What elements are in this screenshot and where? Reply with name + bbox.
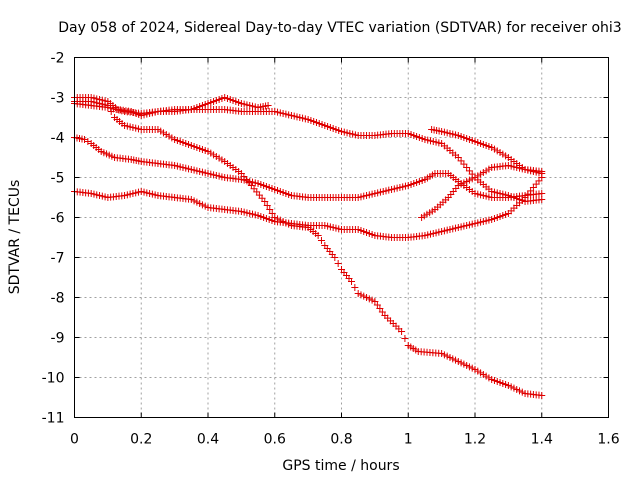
data-point (538, 190, 546, 197)
x-tick-label: 1 (404, 432, 413, 448)
x-tick-label: 0.4 (197, 432, 219, 448)
y-tick-label: -6 (51, 211, 65, 227)
x-axis-label: GPS time / hours (282, 458, 399, 474)
x-tick-label: 0.2 (130, 432, 152, 448)
y-tick-label: -7 (51, 251, 65, 267)
series-arc-7 (418, 162, 546, 221)
y-tick-label: -9 (51, 331, 65, 347)
data-point (401, 335, 409, 342)
x-tick-label: 0.6 (264, 432, 286, 448)
series-layer (71, 94, 546, 399)
series-arc-2 (71, 98, 546, 399)
y-tick-label: -3 (51, 91, 65, 107)
data-point (261, 198, 269, 205)
y-tick-label: -4 (51, 131, 65, 147)
data-point (334, 260, 342, 267)
plot-frame (74, 57, 609, 418)
data-point (331, 254, 339, 261)
series-arc-4 (71, 134, 546, 201)
series-arc-5 (71, 174, 546, 241)
x-tick-label: 0 (70, 432, 79, 448)
series-arc-3 (71, 100, 546, 205)
y-tick-label: -5 (51, 171, 65, 187)
y-tick-label: -8 (51, 291, 65, 307)
x-tick-label: 1.2 (464, 432, 486, 448)
x-tick-label: 1.4 (531, 432, 553, 448)
y-tick-label: -2 (51, 51, 65, 67)
tick-layer: 0 0.2 0.4 0.6 0.8 1 1.2 1.4 1.6 -2 -3 -4 -5 -6 -7 -8 -9 -… (42, 51, 620, 448)
data-point (266, 206, 274, 213)
chart-title: Day 058 of 2024, Sidereal Day-to-day VTE… (58, 20, 621, 36)
data-point (348, 278, 356, 285)
x-tick-label: 0.8 (330, 432, 352, 448)
data-point (264, 102, 272, 109)
data-point (538, 196, 546, 203)
data-point (268, 210, 276, 217)
y-tick-label: -10 (42, 371, 65, 387)
data-point (314, 232, 322, 239)
x-tick-label: 1.6 (597, 432, 619, 448)
y-tick-label: -11 (42, 411, 65, 427)
data-point (398, 328, 406, 335)
y-axis-label: SDTVAR / TECUs (7, 180, 23, 295)
data-point (263, 202, 271, 209)
data-point (538, 392, 546, 399)
data-point (317, 237, 325, 244)
data-point (351, 284, 359, 291)
data-point (538, 170, 546, 177)
